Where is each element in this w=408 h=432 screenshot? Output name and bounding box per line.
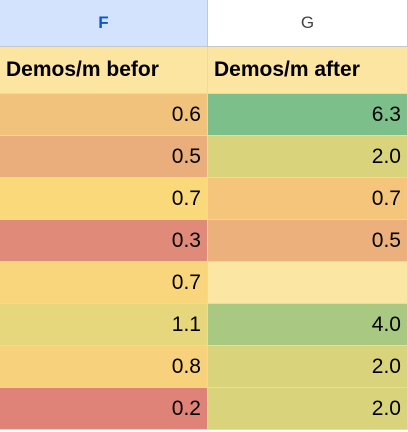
data-cell[interactable]: 0.5: [208, 220, 408, 262]
data-cell[interactable]: 6.3: [208, 94, 408, 136]
data-cell[interactable]: [208, 262, 408, 304]
data-cell[interactable]: 0.7: [0, 178, 208, 220]
header-cell[interactable]: Demos/m after: [208, 47, 408, 94]
data-cell[interactable]: 0.7: [0, 262, 208, 304]
column-header[interactable]: G: [208, 0, 408, 47]
data-cell[interactable]: 0.5: [0, 136, 208, 178]
data-cell[interactable]: 1.1: [0, 304, 208, 346]
data-cell[interactable]: 2.0: [208, 388, 408, 430]
data-cell[interactable]: 0.8: [0, 346, 208, 388]
data-cell[interactable]: 0.3: [0, 220, 208, 262]
header-cell[interactable]: Demos/m befor: [0, 47, 208, 94]
data-cell[interactable]: 2.0: [208, 346, 408, 388]
column-header[interactable]: F: [0, 0, 208, 47]
data-cell[interactable]: 0.2: [0, 388, 208, 430]
data-cell[interactable]: 4.0: [208, 304, 408, 346]
data-cell[interactable]: 2.0: [208, 136, 408, 178]
data-cell[interactable]: 0.6: [0, 94, 208, 136]
data-cell[interactable]: 0.7: [208, 178, 408, 220]
